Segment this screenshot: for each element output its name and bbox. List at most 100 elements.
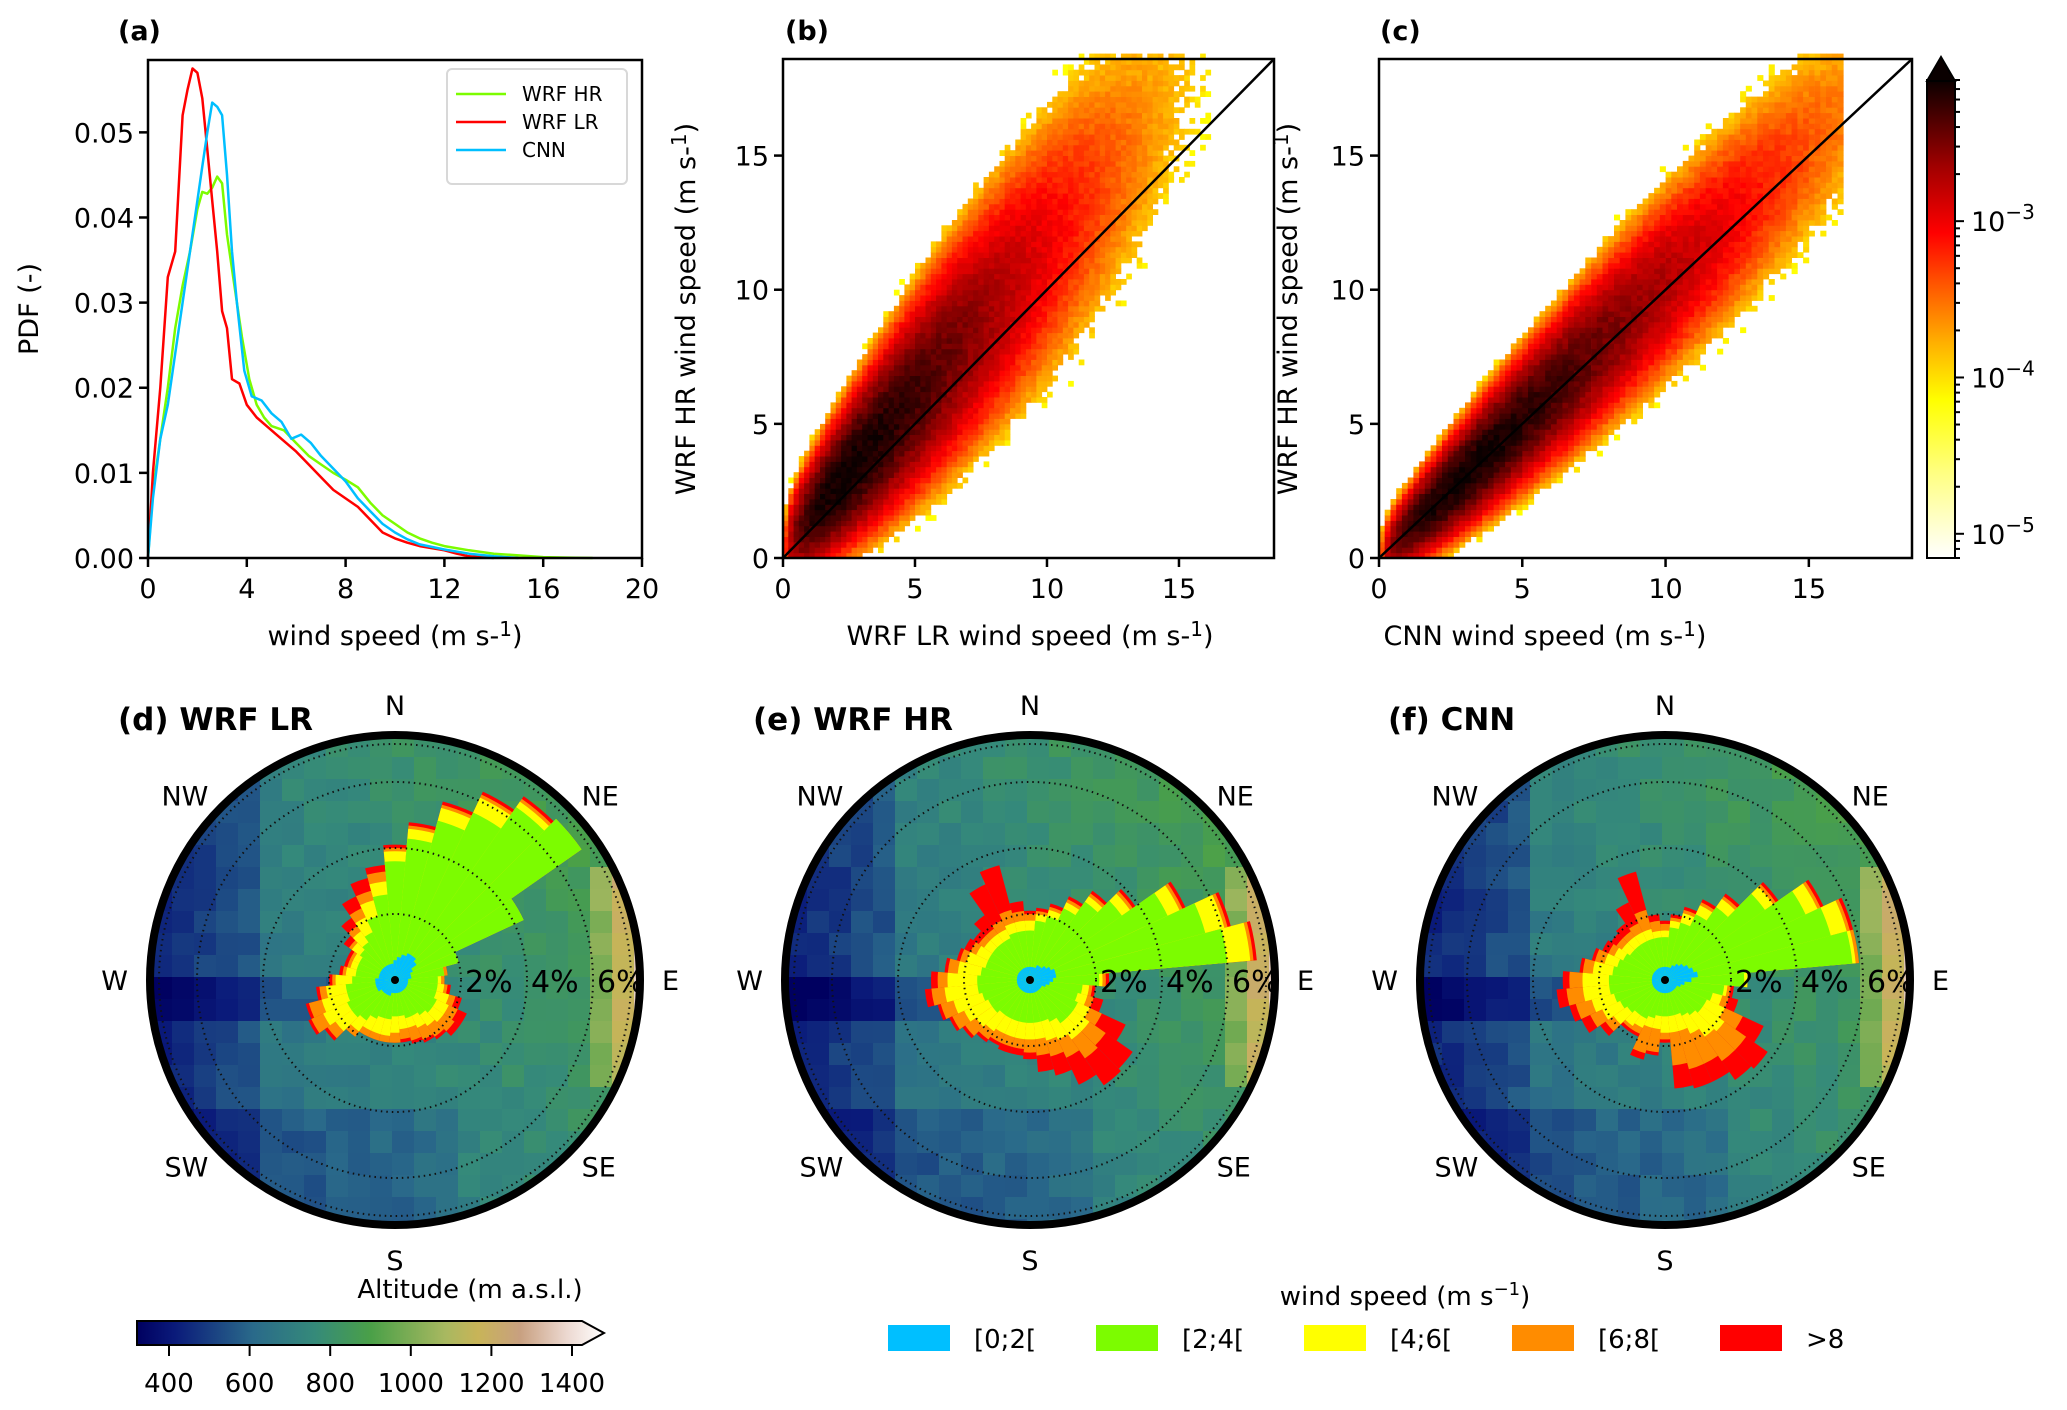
heatmap-cell	[798, 472, 805, 478]
heatmap-cell	[1424, 493, 1431, 500]
heatmap-cell	[978, 193, 984, 199]
heatmap-cell	[841, 429, 847, 435]
heatmap-cell	[856, 418, 863, 425]
heatmap-cell	[1131, 150, 1138, 156]
panel-a-x-ticks: 0 4 8 12 16 20	[139, 558, 659, 605]
heatmap-cell	[1631, 375, 1638, 382]
heatmap-cell	[878, 375, 884, 382]
heatmap-cell	[1602, 241, 1609, 248]
heatmap-cell	[925, 338, 932, 344]
heatmap-cell	[1602, 332, 1609, 339]
heatmap-cell	[1025, 332, 1032, 339]
heatmap-cell	[788, 520, 794, 527]
heatmap-cell	[1152, 209, 1159, 215]
heatmap-cell	[1099, 144, 1106, 151]
heatmap-cell	[999, 171, 1006, 178]
heatmap-cell	[994, 209, 1000, 215]
heatmap-cell	[1168, 118, 1175, 124]
heatmap-cell	[804, 515, 810, 521]
heatmap-cell	[798, 466, 805, 473]
heatmap-cell	[1052, 252, 1058, 258]
heatmap-cell	[1499, 364, 1506, 371]
heatmap-cell	[978, 445, 984, 452]
heatmap-cell	[1539, 445, 1546, 452]
heatmap-cell	[851, 413, 858, 419]
heatmap-cell	[793, 488, 800, 494]
heatmap-cell	[1407, 504, 1414, 511]
heatmap-cell	[888, 370, 895, 376]
heatmap-cell	[978, 364, 984, 371]
heatmap-cell	[1579, 456, 1586, 462]
heatmap-cell	[872, 440, 879, 446]
heatmap-cell	[846, 466, 853, 473]
heatmap-cell	[1625, 230, 1632, 237]
heatmap-cell	[1562, 289, 1569, 296]
heatmap-cell	[1041, 359, 1048, 366]
heatmap-cell	[1031, 139, 1037, 146]
heatmap-cell	[1631, 332, 1638, 339]
heatmap-cell	[1631, 289, 1638, 296]
heatmap-cell	[957, 364, 963, 371]
heatmap-cell	[1089, 327, 1095, 334]
heatmap-cell	[1147, 187, 1153, 194]
heatmap-cell	[1068, 268, 1074, 275]
heatmap-cell	[1015, 364, 1021, 371]
heatmap-cell	[1677, 203, 1684, 210]
heatmap-cell	[973, 348, 979, 355]
heatmap-cell	[1499, 397, 1506, 403]
heatmap-cell	[1699, 166, 1706, 173]
heatmap-cell	[1152, 80, 1159, 87]
heatmap-cell	[1596, 295, 1603, 301]
heatmap-cell	[1004, 236, 1011, 242]
heatmap-cell	[846, 515, 853, 521]
heatmap-cell	[1057, 177, 1064, 183]
heatmap-cell	[1105, 246, 1111, 253]
heatmap-cell	[867, 547, 874, 554]
heatmap-cell	[867, 338, 874, 344]
heatmap-cell	[1142, 75, 1148, 81]
heatmap-cell	[1047, 338, 1053, 344]
heatmap-cell	[1436, 488, 1443, 494]
heatmap-cell	[925, 429, 932, 435]
heatmap-cell	[1094, 139, 1101, 146]
heatmap-cell	[988, 445, 995, 452]
heatmap-cell	[1407, 482, 1414, 489]
heatmap-cell	[1654, 300, 1661, 307]
heatmap-cell	[967, 466, 974, 473]
heatmap-cell	[1550, 402, 1557, 409]
heatmap-cell	[1004, 370, 1011, 376]
heatmap-cell	[830, 461, 837, 468]
heatmap-cell	[1505, 407, 1512, 414]
heatmap-cell	[1447, 525, 1454, 532]
heatmap-cell	[820, 445, 826, 452]
heatmap-cell	[904, 338, 911, 344]
heatmap-cell	[1131, 209, 1138, 215]
heatmap-cell	[851, 515, 858, 521]
heatmap-cell	[1004, 155, 1011, 162]
heatmap-cell	[946, 279, 953, 285]
heatmap-cell	[830, 552, 837, 559]
heatmap-cell	[1636, 273, 1643, 280]
heatmap-cell	[915, 477, 921, 484]
heatmap-cell	[946, 477, 953, 484]
heatmap-cell	[788, 536, 794, 543]
heatmap-cell	[1694, 160, 1701, 167]
heatmap-cell	[1659, 370, 1666, 376]
heatmap-cell	[1041, 134, 1048, 140]
heatmap-cell	[899, 386, 905, 393]
heatmap-cell	[1568, 423, 1575, 430]
heatmap-cell	[962, 343, 969, 350]
heatmap-cell	[1062, 338, 1069, 344]
heatmap-cell	[1015, 273, 1021, 280]
heatmap-cell	[925, 370, 932, 376]
heatmap-cell	[978, 434, 984, 441]
heatmap-cell	[1493, 418, 1500, 425]
heatmap-cell	[994, 166, 1000, 173]
heatmap-cell	[1585, 370, 1592, 376]
heatmap-cell	[1476, 450, 1483, 457]
heatmap-cell	[994, 289, 1000, 296]
heatmap-cell	[936, 359, 942, 366]
heatmap-cell	[1062, 284, 1069, 291]
heatmap-cell	[1459, 541, 1466, 548]
heatmap-cell	[1189, 118, 1196, 124]
